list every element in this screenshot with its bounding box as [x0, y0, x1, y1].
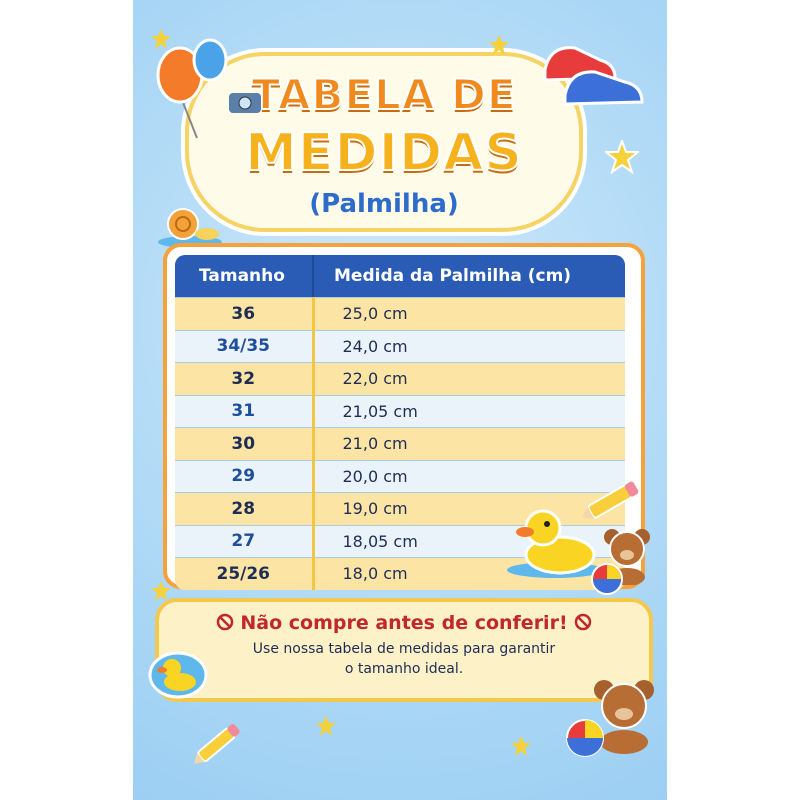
- table-row: 34/35 24,0 cm: [175, 329, 625, 363]
- table-row: 28 19,0 cm: [175, 492, 625, 525]
- star-icon: [150, 580, 172, 602]
- size-table: Tamanho Medida da Palmilha (cm) 36 25,0 c…: [175, 255, 625, 590]
- table-row: 36 25,0 cm: [175, 297, 625, 330]
- star-icon: [315, 715, 337, 737]
- size-cell: 36: [175, 297, 315, 330]
- size-cell: 25/26: [175, 557, 315, 590]
- sneakers-icon: [540, 30, 650, 110]
- measure-cell: 19,0 cm: [313, 492, 625, 525]
- size-cell: 32: [175, 362, 315, 395]
- star-icon: [510, 735, 532, 757]
- title-bubble: TABELA DE MEDIDAS (Palmilha): [185, 52, 583, 232]
- notice-heading: Não compre antes de conferir!: [159, 611, 649, 635]
- notice-box: Não compre antes de conferir! Use nossa …: [155, 598, 653, 702]
- table-row: 29 20,0 cm: [175, 459, 625, 493]
- size-cell: 34/35: [175, 329, 315, 363]
- star-icon: [605, 140, 639, 174]
- pencil-icon: [190, 718, 250, 768]
- prohibited-icon: [216, 612, 234, 634]
- camera-icon: [228, 88, 262, 114]
- size-cell: 28: [175, 492, 315, 525]
- star-icon: [150, 28, 172, 50]
- notice-body: Use nossa tabela de medidas para garanti…: [252, 641, 556, 677]
- title-line-1: TABELA DE: [250, 69, 517, 120]
- ball-icon: [590, 562, 624, 596]
- table-row: 32 22,0 cm: [175, 362, 625, 395]
- measure-cell: 24,0 cm: [313, 329, 625, 363]
- table-row: 30 21,0 cm: [175, 427, 625, 460]
- balloon-icon: [152, 30, 232, 140]
- star-icon: [488, 34, 510, 56]
- size-cell: 30: [175, 427, 315, 460]
- prohibited-icon: [574, 612, 592, 634]
- measure-cell: 20,0 cm: [313, 459, 625, 493]
- measure-cell: 21,05 cm: [313, 394, 625, 428]
- measure-cell: 25,0 cm: [313, 297, 625, 330]
- rubber-duck-icon: [148, 650, 208, 700]
- size-cell: 27: [175, 524, 315, 558]
- header-measure: Medida da Palmilha (cm): [313, 255, 625, 298]
- rubber-duck-icon: [505, 500, 605, 580]
- title-line-2: MEDIDAS: [244, 122, 523, 184]
- size-cell: 31: [175, 394, 315, 428]
- measure-cell: 21,0 cm: [313, 427, 625, 460]
- ball-icon: [565, 718, 605, 758]
- measure-cell: 22,0 cm: [313, 362, 625, 395]
- table-row: 31 21,05 cm: [175, 394, 625, 428]
- teddy-bear-icon: [588, 676, 663, 756]
- pencil-icon: [580, 478, 646, 524]
- subtitle: (Palmilha): [309, 189, 459, 219]
- teddy-bear-icon: [598, 525, 658, 585]
- header-size: Tamanho: [175, 255, 314, 298]
- table-header-row: Tamanho Medida da Palmilha (cm): [175, 255, 625, 298]
- size-cell: 29: [175, 459, 315, 493]
